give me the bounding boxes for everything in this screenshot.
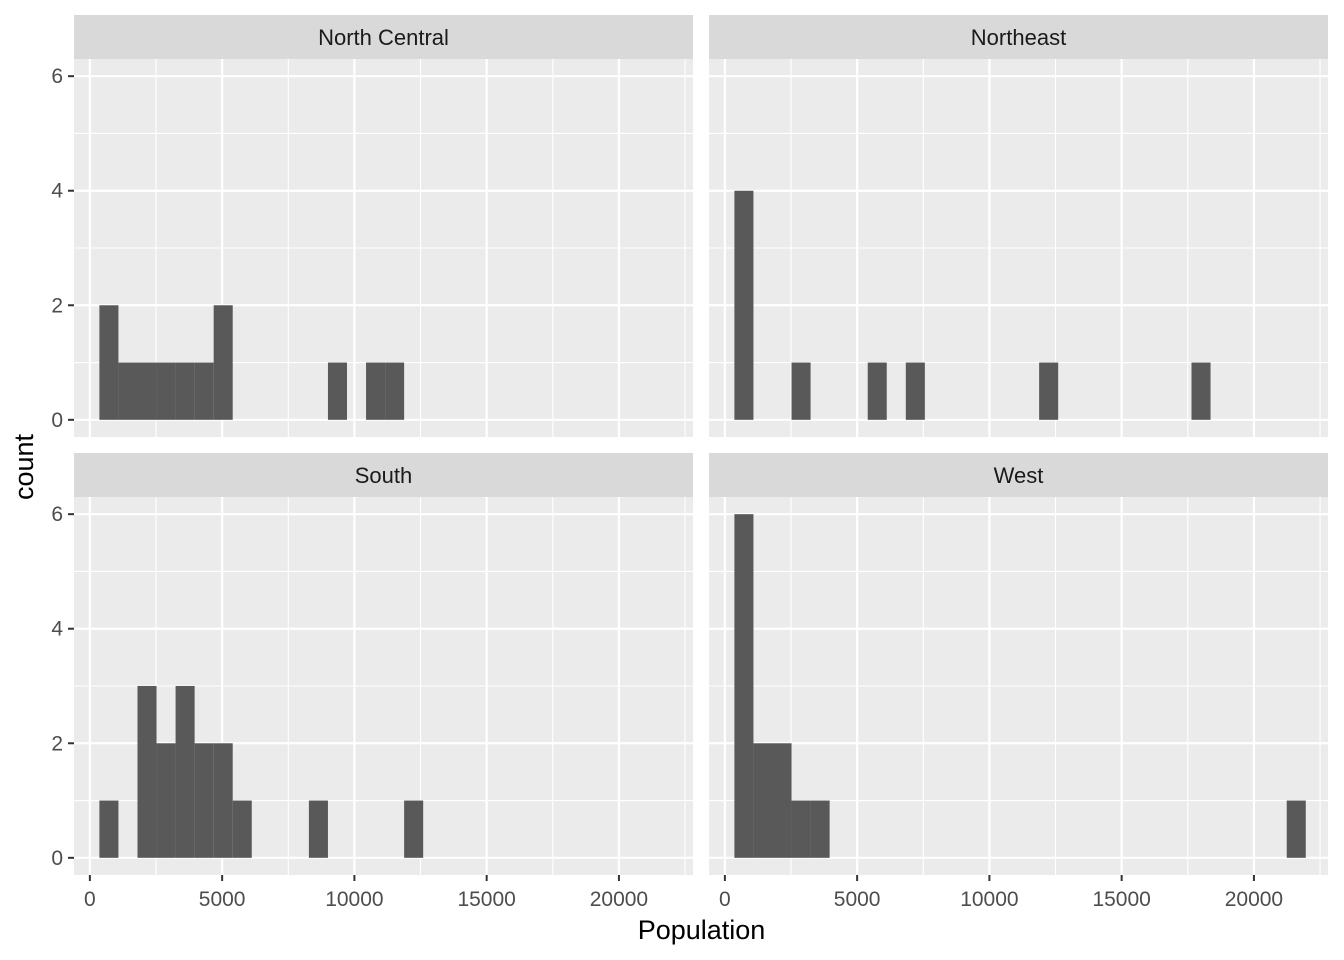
histogram-bar: [213, 743, 233, 858]
y-tick-label: 2: [51, 732, 63, 755]
facet-strip: [709, 453, 1328, 497]
histogram-bar: [366, 362, 386, 420]
x-tick-label: 15000: [1092, 888, 1150, 911]
x-tick-label: 20000: [1225, 888, 1283, 911]
x-tick-label: 20000: [590, 888, 648, 911]
facet-panel: South 0 2 4 6 0 5000 10000 15000 20000: [51, 453, 693, 911]
histogram-bar: [385, 362, 405, 420]
x-tick-label: 10000: [960, 888, 1018, 911]
histogram-bar: [137, 686, 157, 858]
y-tick-label: 6: [51, 65, 63, 88]
histogram-bar: [734, 190, 754, 420]
histogram-bar: [175, 362, 195, 420]
histogram-bar: [404, 800, 424, 858]
histogram-bar: [734, 514, 754, 858]
x-tick-label: 10000: [325, 888, 383, 911]
facet-panel: Northeast: [709, 15, 1328, 437]
facet-strip-label: Northeast: [971, 25, 1066, 50]
histogram-bar: [791, 800, 811, 858]
y-tick-label: 4: [51, 180, 63, 203]
histogram-bar: [156, 362, 176, 420]
histogram-bar: [156, 743, 176, 858]
x-tick-label: 5000: [834, 888, 881, 911]
histogram-bar: [327, 362, 347, 420]
x-axis-title: Population: [638, 915, 766, 945]
histogram-bar: [1039, 362, 1059, 420]
facet-panel: West 0 5000 10000 15000 20000: [709, 453, 1328, 911]
histogram-bar: [175, 686, 195, 858]
facet-strip-label: South: [355, 463, 413, 488]
y-tick-label: 0: [51, 847, 63, 870]
histogram-bar: [791, 362, 811, 420]
histogram-bar: [194, 743, 214, 858]
facet-strip: [74, 453, 693, 497]
histogram-bar: [867, 362, 887, 420]
y-tick-label: 0: [51, 409, 63, 432]
x-tick-label: 15000: [457, 888, 515, 911]
facet-panel: North Central 0 2 4 6: [51, 15, 693, 437]
y-axis-title: count: [9, 433, 39, 500]
histogram-bar: [137, 362, 157, 420]
histogram-bar: [194, 362, 214, 420]
histogram-bar: [1191, 362, 1211, 420]
histogram-bar: [810, 800, 830, 858]
facet-strip: [74, 15, 693, 59]
histogram-bar: [753, 743, 773, 858]
histogram-bar: [905, 362, 925, 420]
facet-strip: [709, 15, 1328, 59]
histogram-bar: [308, 800, 328, 858]
histogram-bar: [1286, 800, 1306, 858]
histogram-bar: [118, 362, 138, 420]
histogram-bar: [232, 800, 252, 858]
facet-strip-label: North Central: [318, 25, 449, 50]
x-tick-label: 0: [84, 888, 96, 911]
x-tick-label: 5000: [199, 888, 246, 911]
y-tick-label: 2: [51, 294, 63, 317]
histogram-bar: [772, 743, 792, 858]
facet-panels: North Central 0 2 4 6 Northeast South 0 2 4 6 0 5000…: [51, 15, 1328, 911]
y-tick-label: 6: [51, 503, 63, 526]
facet-strip-label: West: [994, 463, 1044, 488]
x-tick-label: 0: [719, 888, 731, 911]
histogram-bar: [99, 800, 119, 858]
histogram-bar: [213, 305, 233, 420]
histogram-bar: [99, 305, 119, 420]
y-tick-label: 4: [51, 618, 63, 641]
